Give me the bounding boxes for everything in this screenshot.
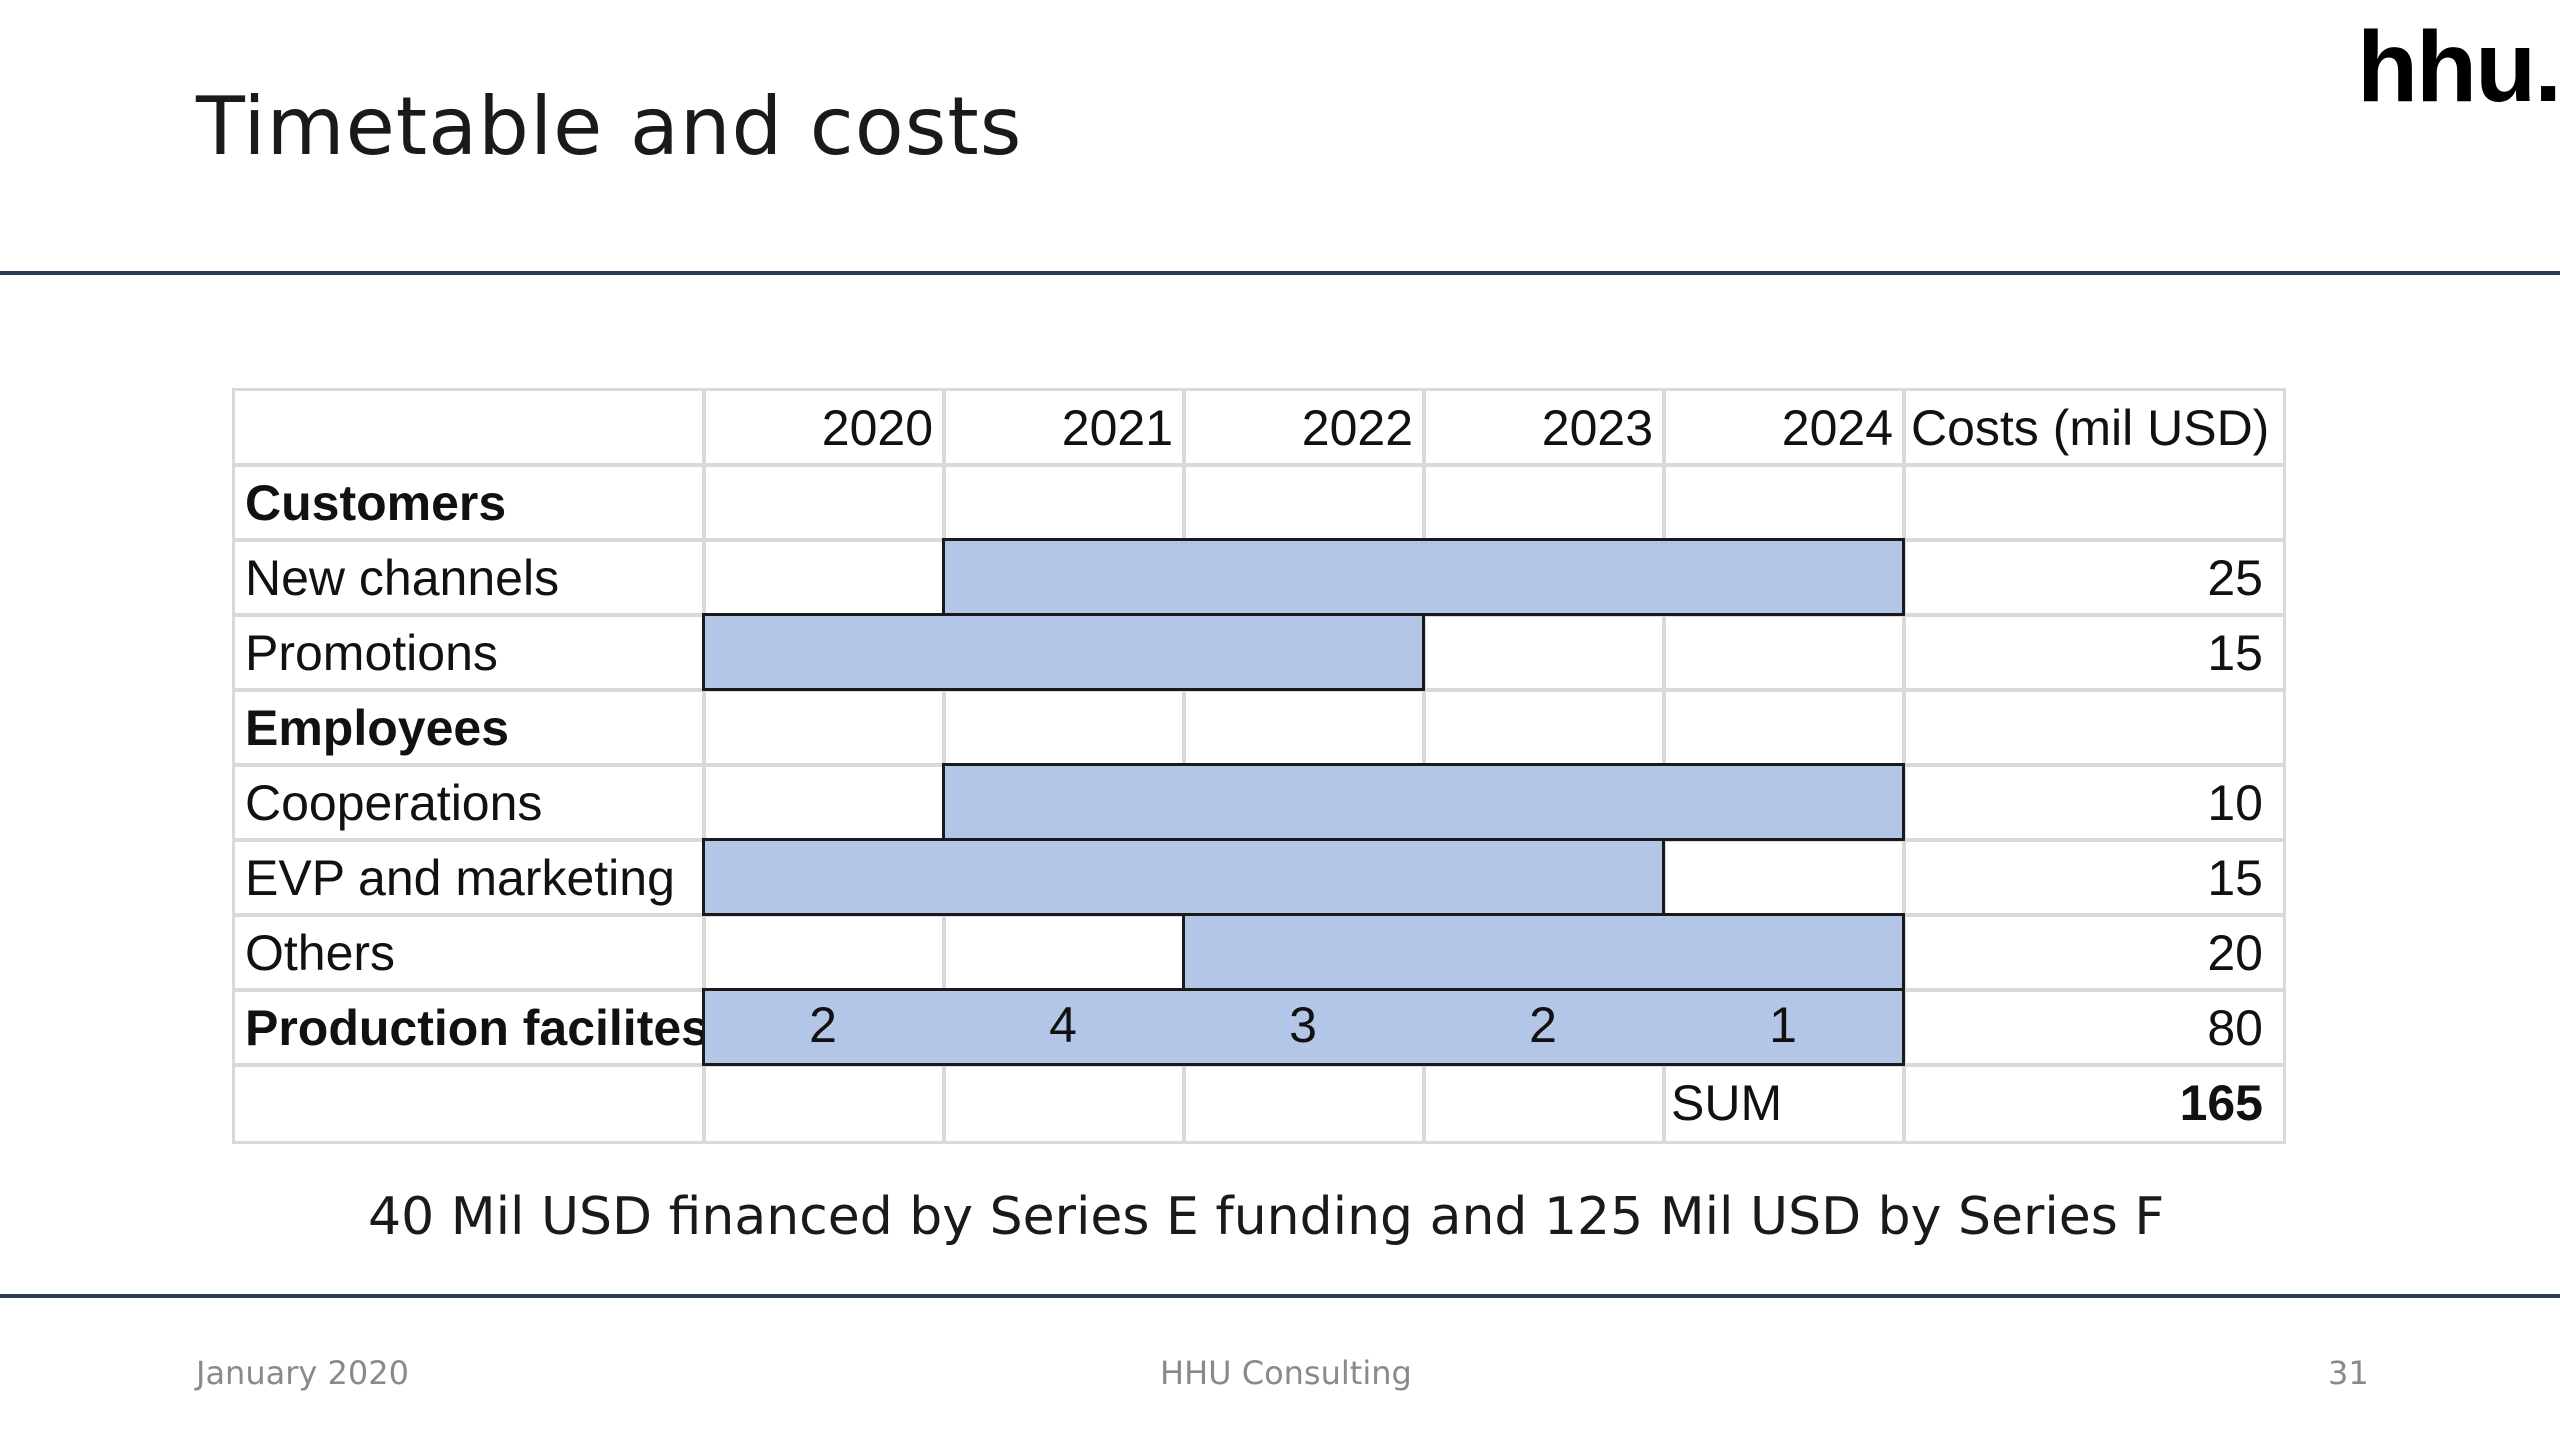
cost-value-new-channels: 25 [2207, 550, 2263, 606]
cost-value-production-facilities: 80 [2207, 1000, 2263, 1056]
timeline-bar-promotions [702, 613, 1425, 691]
timeline-bar-cooperations [942, 763, 1905, 841]
row-label-others: Others [245, 925, 396, 981]
cost-value-cooperations: 10 [2207, 775, 2263, 831]
slide-title: Timetable and costs [196, 80, 1023, 173]
sum-value: 165 [2179, 1075, 2263, 1131]
row-label-employees: Employees [245, 700, 510, 756]
sum-label: SUM [1671, 1075, 1783, 1131]
footer-company: HHU Consulting [1160, 1354, 1412, 1392]
timeline-bar-production-facilities: 2 4 3 2 1 [702, 988, 1905, 1066]
costs-header: Costs (mil USD) [1911, 400, 2270, 456]
cost-value-evp-marketing: 15 [2207, 850, 2263, 906]
row-label-evp-marketing: EVP and marketing [245, 850, 675, 906]
cost-value-promotions: 15 [2207, 625, 2263, 681]
production-value-2024: 1 [1769, 997, 1797, 1053]
gantt-table: 2020 2021 2022 2023 2024 Costs (mil USD)… [232, 388, 2286, 1144]
footer-page-number: 31 [2328, 1354, 2369, 1392]
row-label-customers: Customers [245, 475, 507, 531]
row-label-new-channels: New channels [245, 550, 560, 606]
cost-value-others: 20 [2207, 925, 2263, 981]
financing-note: 40 Mil USD financed by Series E funding … [368, 1187, 2165, 1247]
production-value-2021: 4 [1049, 997, 1077, 1053]
production-value-2020: 2 [809, 997, 837, 1053]
row-label-production-facilities: Production facilites [245, 1000, 709, 1056]
hhu-logo: hhu. [2356, 11, 2560, 123]
production-value-2022: 3 [1289, 997, 1317, 1053]
footer-date: January 2020 [196, 1354, 409, 1392]
year-header-2024: 2024 [1781, 400, 1893, 456]
timeline-bar-evp-marketing [702, 838, 1665, 916]
production-value-2023: 2 [1529, 997, 1557, 1053]
timeline-bar-others [1182, 913, 1905, 991]
year-header-2023: 2023 [1541, 400, 1653, 456]
row-label-cooperations: Cooperations [245, 775, 543, 831]
year-header-2021: 2021 [1061, 400, 1173, 456]
year-header-2022: 2022 [1301, 400, 1413, 456]
footer-divider [0, 1294, 2560, 1298]
year-header-2020: 2020 [821, 400, 933, 456]
timeline-bar-new-channels [942, 538, 1905, 616]
grid-line [235, 463, 2283, 467]
header-divider [0, 271, 2560, 275]
row-label-promotions: Promotions [245, 625, 498, 681]
